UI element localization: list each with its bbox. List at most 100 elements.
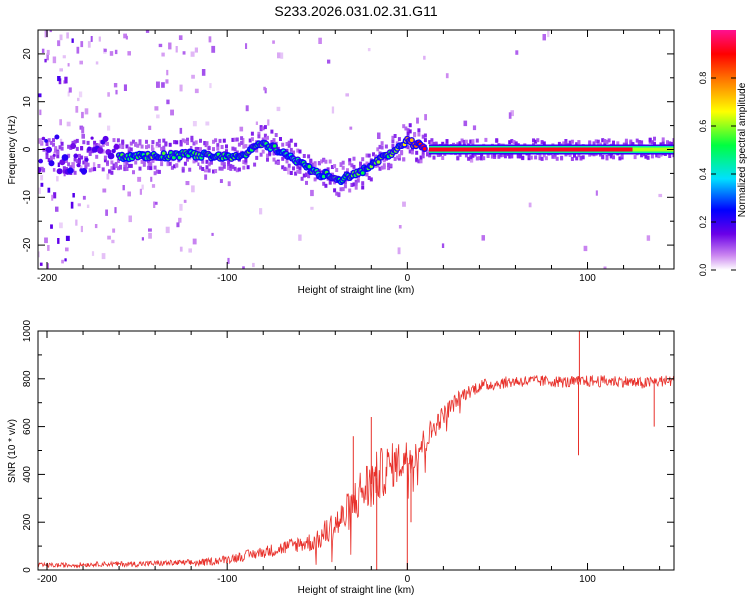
spectrogram-halo-cell — [157, 138, 161, 143]
spectrogram-noise-cell — [39, 262, 43, 266]
spectrogram-halo-cell — [441, 141, 445, 146]
spectrogram-halo-cell — [173, 164, 177, 169]
spectrogram-halo-cell — [65, 158, 68, 163]
spectrogram-halo-cell — [657, 154, 661, 159]
spectrogram-halo-cell — [330, 165, 334, 169]
spectrogram-halo-cell — [361, 181, 365, 186]
spectrogram-halo-cell — [367, 153, 371, 158]
spectrogram-halo-cell — [564, 139, 568, 143]
spectrogram-halo-cell — [553, 154, 557, 159]
spectrogram-halo-cell — [229, 164, 233, 169]
spectrogram-halo-cell — [408, 149, 412, 154]
spectrogram-halo-cell — [240, 141, 244, 145]
spectrogram-halo-cell — [60, 146, 64, 151]
spectrogram-halo-cell — [376, 163, 380, 168]
spectrogram-noise-cell — [197, 162, 200, 166]
spectrogram-band-core — [429, 147, 633, 152]
y-tick-label: 0 — [22, 146, 33, 152]
spectrogram-noise-cell — [377, 132, 381, 139]
spectrogram-halo-cell — [365, 172, 369, 177]
spectrogram-noise-cell — [445, 73, 449, 79]
spectrogram-halo-cell — [136, 143, 140, 148]
spectrogram-halo-cell — [514, 141, 518, 146]
spectrogram-halo-cell — [276, 161, 280, 165]
spectrogram-halo-cell — [510, 139, 514, 144]
spectrogram-halo-cell — [116, 159, 120, 163]
spectrogram-halo-cell — [428, 140, 432, 145]
spectrogram-halo-cell — [510, 154, 514, 159]
spectrogram-halo-cell — [192, 141, 196, 146]
spectrogram-halo-cell — [527, 156, 531, 161]
spectrogram-halo-cell — [250, 131, 254, 136]
spectrogram-halo-cell — [430, 141, 434, 146]
spectrogram-noise-cell — [79, 60, 83, 65]
spectrogram-halo-cell — [192, 159, 196, 164]
spectrogram-halo-cell — [205, 141, 209, 146]
spectrogram-noise-cell — [87, 41, 91, 48]
spectrogram-halo-cell — [380, 145, 384, 150]
spectrogram-halo-cell — [263, 137, 267, 142]
spectrogram-halo-cell — [354, 185, 358, 190]
spectrogram-noise-cell — [264, 88, 267, 94]
spectrogram-noise-cell — [71, 38, 74, 43]
spectrogram-halo-cell — [88, 148, 92, 153]
spectrogram-halo-cell — [233, 166, 237, 171]
spectrogram-noise-cell — [94, 224, 98, 229]
spectrogram-halo-cell — [462, 139, 466, 144]
spectrogram-halo-cell — [605, 156, 609, 161]
spectrogram-noise-cell — [84, 108, 89, 115]
spectrogram-halo-cell — [52, 155, 55, 160]
spectrogram-halo-cell — [343, 184, 347, 189]
spectrogram-halo-cell — [410, 150, 414, 155]
spectrogram-halo-cell — [333, 164, 337, 169]
spectrogram-halo-cell — [86, 148, 90, 153]
spectrogram-halo-cell — [495, 138, 499, 143]
spectrogram-noise-cell — [57, 162, 60, 167]
spectrogram-halo-cell — [650, 140, 654, 145]
spectrogram-halo-cell — [181, 168, 185, 173]
spectrogram-halo-cell — [668, 141, 672, 146]
spectrogram-ridge-cell — [76, 163, 81, 168]
spectrogram-noise-cell — [192, 238, 197, 245]
spectrogram-halo-cell — [387, 166, 391, 171]
spectrogram-halo-cell — [365, 153, 369, 158]
spectrogram-halo-cell — [618, 156, 622, 161]
spectrogram-halo-cell — [387, 162, 391, 167]
spectrogram-noise-cell — [86, 204, 90, 208]
spectrogram-halo-cell — [261, 126, 265, 131]
spectrogram-noise-cell — [179, 246, 183, 252]
spectrogram-noise-cell — [67, 91, 70, 97]
spectrogram-noise-cell — [106, 173, 110, 180]
spectrogram-noise-cell — [38, 251, 40, 258]
spectrogram-noise-cell — [41, 168, 46, 173]
spectrogram-noise-cell — [176, 222, 180, 228]
spectrogram-halo-cell — [203, 141, 207, 145]
spectrogram-halo-cell — [168, 142, 172, 147]
spectrogram-halo-cell — [77, 153, 81, 158]
spectrogram-halo-cell — [142, 162, 146, 167]
spectrogram-halo-cell — [207, 146, 211, 151]
spectrogram-halo-cell — [469, 155, 473, 160]
spectrogram-noise-cell — [272, 40, 275, 44]
spectrogram-halo-cell — [183, 139, 187, 144]
spectrogram-noise-cell — [141, 184, 144, 190]
spectrogram-halo-cell — [508, 140, 512, 145]
spectrogram-halo-cell — [661, 137, 665, 142]
spectrogram-halo-cell — [86, 140, 90, 145]
spectrogram-halo-cell — [352, 164, 356, 169]
spectrogram-halo-cell — [575, 142, 579, 147]
spectrogram-noise-cell — [65, 247, 69, 252]
spectrogram-halo-cell — [75, 146, 79, 151]
spectrogram-noise-cell — [64, 76, 68, 84]
spectrogram-halo-cell — [155, 141, 159, 146]
spectrogram-halo-cell — [173, 140, 177, 145]
spectrogram-halo-cell — [650, 154, 654, 159]
spectrogram-halo-cell — [633, 155, 637, 160]
spectrogram-halo-cell — [620, 153, 624, 158]
spectrogram-halo-cell — [272, 157, 276, 162]
spectrogram-halo-cell — [60, 141, 64, 146]
spectrogram-noise-cell — [151, 144, 154, 151]
spectrogram-noise-cell — [158, 43, 163, 48]
spectrogram-noise-cell — [259, 208, 263, 215]
spectrogram-noise-cell — [255, 121, 258, 125]
